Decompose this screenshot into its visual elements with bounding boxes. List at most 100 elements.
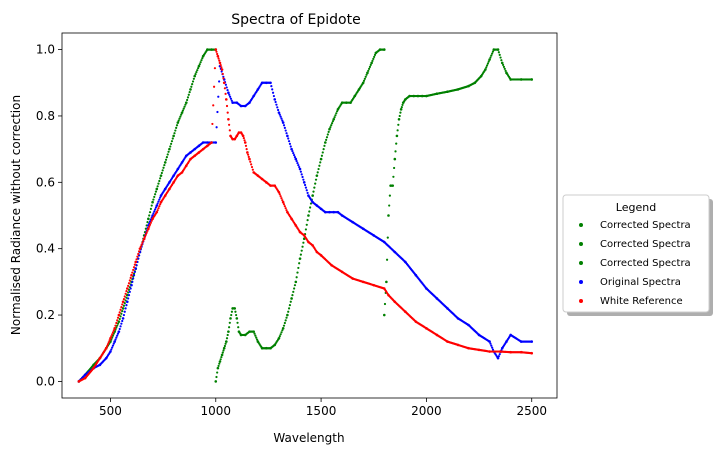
data-point xyxy=(222,81,226,85)
data-point xyxy=(175,126,178,129)
data-point xyxy=(217,364,220,368)
data-point xyxy=(144,227,147,230)
data-point xyxy=(253,332,256,335)
data-point xyxy=(116,324,119,327)
data-point xyxy=(121,319,124,323)
data-point xyxy=(109,350,112,353)
data-point xyxy=(164,158,168,161)
data-point xyxy=(144,233,147,236)
data-point xyxy=(503,67,506,70)
data-point xyxy=(316,171,319,174)
data-point xyxy=(137,252,140,256)
data-point xyxy=(281,329,284,332)
data-point xyxy=(176,121,180,124)
data-point xyxy=(393,166,396,170)
data-point xyxy=(189,88,192,91)
data-point xyxy=(129,287,132,290)
data-point xyxy=(229,317,232,320)
data-point xyxy=(298,167,302,171)
data-point xyxy=(147,217,150,221)
data-point xyxy=(309,202,313,205)
data-point xyxy=(361,81,365,85)
data-point xyxy=(224,340,228,343)
data-point xyxy=(122,304,126,307)
data-point xyxy=(125,293,129,297)
data-point xyxy=(277,190,281,194)
data-point xyxy=(281,119,284,122)
data-point xyxy=(159,177,162,180)
data-point xyxy=(201,57,204,60)
data-point xyxy=(216,52,219,56)
data-point xyxy=(274,100,277,104)
data-point xyxy=(300,173,303,176)
data-point xyxy=(146,229,149,232)
data-point xyxy=(211,122,214,126)
data-point xyxy=(277,336,281,340)
data-point xyxy=(246,151,249,154)
data-point xyxy=(243,139,246,142)
data-point xyxy=(156,202,159,205)
data-point xyxy=(365,73,368,76)
data-point xyxy=(148,223,152,226)
data-point xyxy=(119,315,122,318)
data-point xyxy=(150,204,153,207)
data-point xyxy=(225,86,228,89)
data-point xyxy=(401,103,404,106)
data-point xyxy=(291,294,294,297)
data-point xyxy=(133,270,136,274)
data-point xyxy=(281,121,285,124)
data-point xyxy=(287,310,290,313)
data-point xyxy=(386,236,389,239)
data-point xyxy=(321,151,324,154)
data-point xyxy=(227,91,230,95)
data-point xyxy=(214,380,218,383)
data-point xyxy=(158,179,161,183)
data-point xyxy=(275,103,278,106)
data-point xyxy=(175,124,179,127)
data-point xyxy=(158,198,161,201)
data-point xyxy=(114,338,117,341)
data-point xyxy=(311,194,314,197)
legend-marker xyxy=(579,299,583,303)
data-point xyxy=(249,160,252,163)
data-point xyxy=(368,65,372,68)
data-point xyxy=(283,126,286,129)
data-point xyxy=(153,195,156,199)
data-point xyxy=(106,343,110,346)
data-point xyxy=(215,126,218,129)
data-point xyxy=(383,302,387,306)
data-point xyxy=(297,266,300,270)
data-point xyxy=(498,53,501,57)
data-point xyxy=(290,297,293,300)
data-point xyxy=(151,200,154,204)
data-point xyxy=(220,355,223,359)
data-point xyxy=(129,276,132,279)
data-point xyxy=(222,346,226,350)
data-point xyxy=(140,243,143,246)
legend-entry-label: White Reference xyxy=(600,296,683,307)
data-point xyxy=(287,307,291,310)
data-point xyxy=(228,326,231,329)
data-point xyxy=(112,342,115,345)
data-point xyxy=(294,157,298,161)
data-point xyxy=(489,342,492,345)
data-point xyxy=(120,305,123,309)
data-point xyxy=(315,174,319,177)
data-point xyxy=(222,77,225,80)
data-point xyxy=(285,209,288,212)
data-point xyxy=(331,120,334,123)
data-point xyxy=(212,104,215,107)
data-point xyxy=(132,277,135,280)
data-point xyxy=(237,326,240,329)
data-point xyxy=(300,249,303,252)
data-point xyxy=(111,346,114,349)
data-point xyxy=(224,342,227,345)
data-point xyxy=(306,191,309,195)
legend-entry-label: Corrected Spectra xyxy=(600,239,691,250)
data-point xyxy=(282,203,286,206)
plot-border xyxy=(61,32,558,399)
data-point xyxy=(228,93,231,96)
data-point xyxy=(277,108,280,112)
data-point xyxy=(382,48,386,51)
data-point xyxy=(127,282,131,285)
